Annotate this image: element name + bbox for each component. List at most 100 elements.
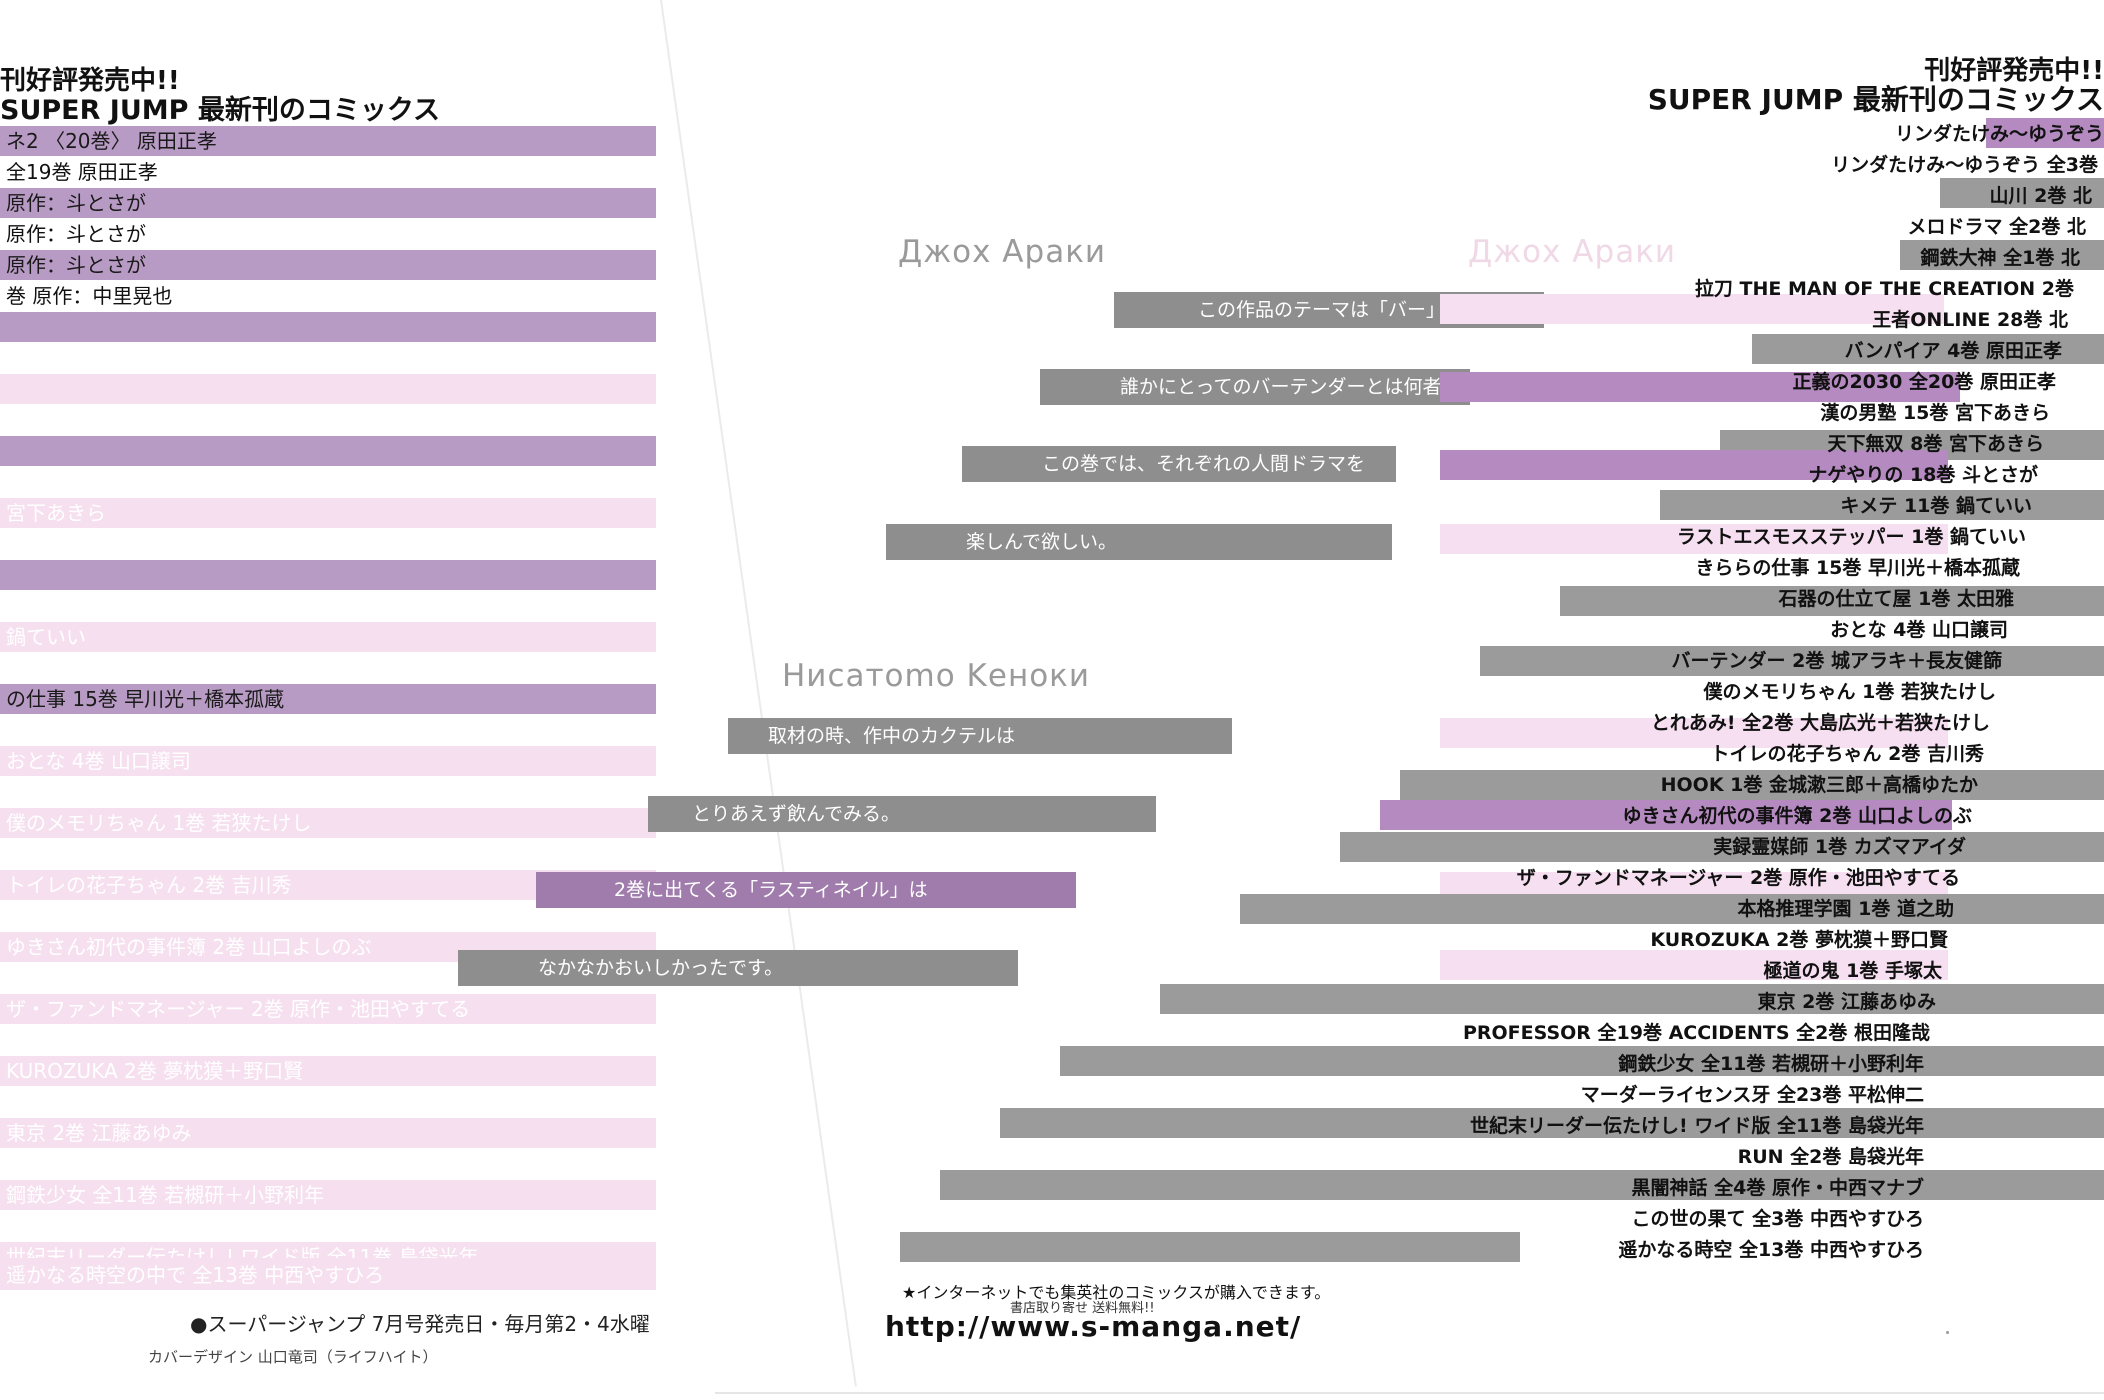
left-row (0, 374, 656, 404)
list-band (1380, 800, 1952, 830)
list-band (1440, 718, 1948, 748)
list-band (1660, 490, 2104, 520)
left-row: 鋼鉄少女 全11巻 若槻研＋小野利年 (0, 1180, 656, 1210)
internet-note: ★インターネットでも集英社のコミックスが購入できます。 (902, 1283, 1331, 1302)
author2-line-3: 2巻に出てくる「ラスティネイル」は (536, 872, 1076, 908)
list-band (1400, 770, 2104, 800)
right-list-item: 拉刀 THE MAN OF THE CREATION 2巻 (1694, 278, 2074, 300)
right-list-item: この世の果て 全3巻 中西やすひろ (1631, 1208, 1924, 1230)
author2-line-4: なかなかおいしかったです。 (458, 950, 1018, 986)
list-band (1752, 334, 2104, 364)
decor-dot (1946, 1331, 1949, 1334)
right-list-item: HOOK 1巻 金城漱三郎＋高橋ゆたか (1660, 774, 1978, 796)
right-list-item: 黒闇神話 全4巻 原作・中西マナブ (1631, 1177, 1924, 1199)
author2-name: Hиcатomo Kенoки (782, 658, 1091, 694)
left-row: ネ2 〈20巻〉 原田正孝 (0, 126, 656, 156)
right-list-item: リンダたけみ〜ゆうぞう 全3巻 (1831, 154, 2098, 176)
right-list-item: マーダーライセンス牙 全23巻 平松伸二 (1580, 1084, 1924, 1106)
right-list-item: ゆきさん初代の事件簿 2巻 山口よしのぶ (1622, 805, 1972, 827)
author1-line-4: 楽しんで欲しい。 (886, 524, 1392, 560)
right-list-item: 僕のメモリちゃん 1巻 若狭たけし (1703, 681, 1996, 703)
left-row (0, 312, 656, 342)
left-row: 全19巻 原田正孝 (0, 157, 656, 187)
left-row: 巻 原作：中里晃也 (0, 281, 656, 311)
right-list-item: キメテ 11巻 鍋ていい (1840, 495, 2032, 517)
right-list-item: RUN 全2巻 島袋光年 (1737, 1146, 1924, 1168)
right-list-item: 正義の2030 全20巻 原田正孝 (1792, 371, 2056, 393)
right-list-item: 実録霊媒師 1巻 カズマアイダ (1713, 836, 1966, 858)
right-list-item: トイレの花子ちゃん 2巻 吉川秀 (1710, 743, 1984, 765)
right-list-item: きららの仕事 15巻 早川光＋橋本孤蔵 (1695, 557, 2020, 579)
list-band (1560, 586, 2104, 616)
left-row: 鍋ていい (0, 622, 656, 652)
right-list-item: KUROZUKA 2巻 夢枕獏＋野口賢 (1650, 929, 1948, 951)
list-band (1160, 984, 2104, 1014)
right-list-item: ラストエスモスステッパー 1巻 鍋ていい (1676, 526, 2026, 548)
left-heading-top: 刊好評発売中!! (0, 66, 180, 96)
list-band (1900, 240, 2104, 270)
list-band (900, 1232, 1520, 1262)
list-band (1940, 178, 2104, 208)
author1-name-ghost: Джох Араки (1468, 234, 1677, 270)
right-list-item: 世紀末リーダー伝たけし! ワイド版 全11巻 島袋光年 (1470, 1115, 1924, 1137)
shipping-note: 書店取り寄せ 送料無料!! (1010, 1301, 1155, 1316)
left-row: の仕事 15巻 早川光＋橋本孤蔵 (0, 684, 656, 714)
right-list-item: 鋼鉄大神 全1巻 北 (1920, 247, 2080, 269)
left-row: ザ・ファンドマネージャー 2巻 原作・池田やすてる (0, 994, 656, 1024)
right-list-item: メロドラマ 全2巻 北 (1907, 216, 2086, 238)
right-list-item: とれあみ! 全2巻 大島広光＋若狭たけし (1650, 712, 1990, 734)
list-band (940, 1170, 2104, 1200)
bottom-rule (715, 1392, 2104, 1394)
author1-line-2: 誰かにとってのバーテンダーとは何者だ。 (1040, 369, 1470, 405)
left-row: おとな 4巻 山口譲司 (0, 746, 656, 776)
cover-design-credit: カバーデザイン 山口竜司（ライフハイト） (148, 1348, 438, 1366)
right-list-item: 王者ONLINE 28巻 北 (1872, 309, 2068, 331)
left-row: 遥かなる時空の中で 全13巻 中西やすひろ (0, 1260, 656, 1290)
author2-line-1: 取材の時、作中のカクテルは (728, 718, 1232, 754)
left-row: 宮下あきら (0, 498, 656, 528)
list-band (1240, 894, 2104, 924)
right-heading-top: 刊好評発売中!! (1924, 56, 2104, 86)
author2-line-2: とりあえず飲んでみる。 (648, 796, 1156, 832)
left-row: 東京 2巻 江藤あゆみ (0, 1118, 656, 1148)
right-list-item: バーテンダー 2巻 城アラキ＋長友健篩 (1671, 650, 2002, 672)
author1-name: Джох Араки (898, 234, 1107, 270)
left-row: 原作：斗とさが (0, 219, 656, 249)
right-list-item: 東京 2巻 江藤あゆみ (1757, 991, 1936, 1013)
right-list-item: 天下無双 8巻 宮下あきら (1827, 433, 2044, 455)
left-row (0, 560, 656, 590)
right-list-item: リンダたけみ〜ゆうぞう (1894, 123, 2104, 145)
list-band (1440, 950, 1948, 980)
right-list-item: PROFESSOR 全19巻 ACCIDENTS 全2巻 根田隆哉 (1462, 1022, 1930, 1044)
right-list-item: 山川 2巻 北 (1989, 185, 2092, 207)
right-list-item: 漢の男塾 15巻 宮下あきら (1820, 402, 2050, 424)
left-row: KUROZUKA 2巻 夢枕獏＋野口賢 (0, 1056, 656, 1086)
right-list-item: おとな 4巻 山口譲司 (1830, 619, 2008, 641)
author1-line-3: この巻では、それぞれの人間ドラマを (962, 446, 1396, 482)
right-list-item: バンパイア 4巻 原田正孝 (1844, 340, 2062, 362)
right-list-item: ザ・ファンドマネージャー 2巻 原作・池田やすてる (1516, 867, 1960, 889)
right-list-item: 鋼鉄少女 全11巻 若槻研＋小野利年 (1618, 1053, 1924, 1075)
list-band (1986, 118, 2104, 148)
list-band (1440, 294, 1944, 324)
list-band (1060, 1046, 2104, 1076)
website-url: http://www.s-manga.net/ (885, 1310, 1302, 1343)
left-footer-note: ●スーパージャンプ 7月号発売日・毎月第2・4水曜 (190, 1312, 650, 1336)
right-list-item: ナゲやりの 18巻 斗とさが (1808, 464, 2038, 486)
left-row (0, 436, 656, 466)
right-list-item: 本格推理学園 1巻 道之助 (1737, 898, 1954, 920)
list-band (1440, 450, 1948, 480)
list-band (1440, 372, 1960, 402)
left-row: 原作：斗とさが (0, 250, 656, 280)
left-row: 原作：斗とさが (0, 188, 656, 218)
right-heading-main: SUPER JUMP 最新刊のコミックス (1647, 83, 2104, 116)
list-band (1000, 1108, 2104, 1138)
left-heading-main: SUPER JUMP 最新刊のコミックス (0, 95, 441, 126)
list-band (1340, 832, 2104, 862)
right-list-item: 遥かなる時空 全13巻 中西やすひろ (1618, 1239, 1924, 1261)
right-list-item: 極道の鬼 1巻 手塚太 (1763, 960, 1942, 982)
list-band (1440, 524, 1948, 554)
list-band (1480, 646, 2104, 676)
right-list-item: 石器の仕立て屋 1巻 太田雅 (1778, 588, 2014, 610)
left-row: 僕のメモリちゃん 1巻 若狭たけし (0, 808, 656, 838)
